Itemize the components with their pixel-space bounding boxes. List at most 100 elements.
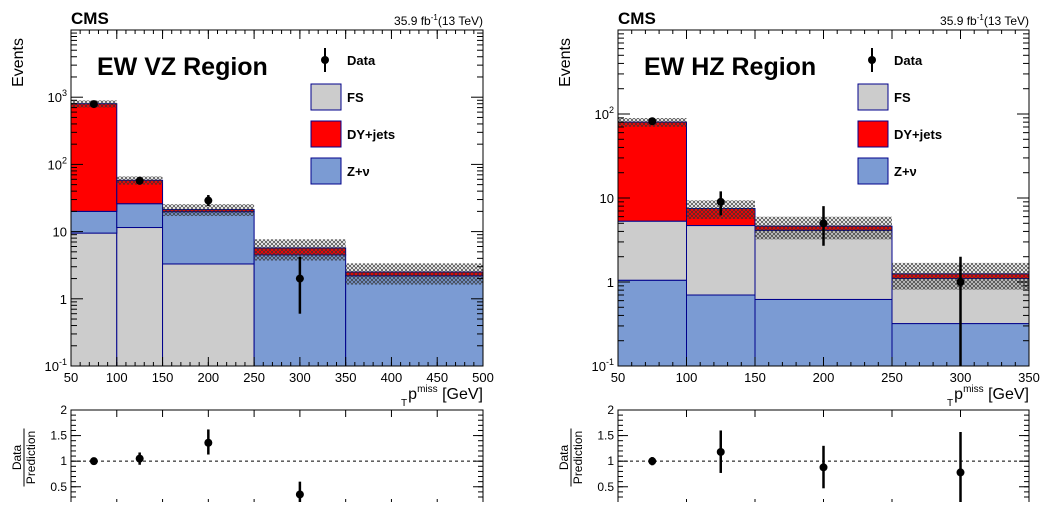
legend-label-fs: FS (894, 90, 911, 105)
data-point (89, 100, 98, 109)
y-tick-label: 1 (607, 275, 614, 290)
ratio-point (204, 438, 213, 447)
ratio-y-title: Data Prediction (557, 428, 585, 487)
x-tick-label: 250 (243, 370, 265, 385)
y-tick-label: 10 (53, 225, 67, 240)
bar-zv-bin-1 (70, 210, 118, 234)
data-point (716, 197, 725, 206)
bar-dyjets-bin-1 (70, 103, 118, 212)
data-point (956, 278, 965, 286)
x-tick-label: 300 (950, 370, 972, 385)
legend-swatch-dyjets (310, 120, 342, 148)
ratio-panel: 0.5 1 1.5 2 Data Prediction (557, 403, 1030, 507)
legend-data-marker (321, 56, 329, 64)
y-tick-label-exp: 3 (62, 88, 67, 98)
x-axis-title-sub: T (401, 398, 407, 409)
x-axis-title: pmiss [GeV] (408, 384, 483, 403)
x-tick-label: 350 (335, 370, 357, 385)
x-axis: 50 100 150 200 250 300 350 400 450 500 (64, 30, 494, 385)
x-tick-label: 200 (813, 370, 835, 385)
y-tick-label-exp: 2 (62, 155, 67, 165)
legend-swatch-fs (310, 83, 342, 111)
lumi-value: 35.9 fb (394, 14, 431, 28)
x-tick-label: 200 (197, 370, 219, 385)
legend: Data FS DY+jets Z+ν (857, 48, 942, 185)
ratio-y-tick-label: 0.5 (597, 480, 614, 494)
x-tick-label: 150 (152, 370, 174, 385)
data-point (295, 274, 304, 283)
ratio-y-tick-label: 0.5 (50, 480, 67, 494)
legend-swatch-zv (857, 157, 889, 185)
legend-label-dyjets: DY+jets (894, 127, 942, 142)
x-tick-label: 350 (1018, 370, 1040, 385)
ratio-y-tick-label: 2 (60, 403, 67, 417)
data-point (648, 117, 657, 126)
y-tick-label-exp: -1 (59, 357, 67, 367)
y-tick-label-base: 10 (600, 191, 614, 206)
x-axis-title-main: p (408, 386, 417, 403)
x-tick-label: 300 (289, 370, 311, 385)
x-axis-title-sup: miss (963, 384, 984, 395)
x-tick-label: 150 (744, 370, 766, 385)
y-tick-label: 102 (595, 105, 614, 122)
legend-label-data: Data (894, 53, 923, 68)
data-point (135, 176, 144, 185)
ratio-y-tick-label: 1.5 (50, 429, 67, 443)
uncertainty-band-bin-4 (254, 239, 346, 261)
ratio-y-tick-label: 1.5 (597, 429, 614, 443)
ratio-y-title-denominator: Prediction (571, 431, 585, 484)
legend: Data FS DY+jets Z+ν (310, 48, 395, 185)
bar-zv-bin-2 (116, 203, 164, 229)
bar-dyjets-bin-1 (617, 121, 687, 222)
bar-zv-bin-3 (754, 298, 893, 367)
x-axis-title: pmiss [GeV] (954, 384, 1029, 403)
ratio-y-tick-label: 2 (607, 403, 614, 417)
legend-swatch-fs (857, 83, 889, 111)
ratio-y-tick-label: 1 (607, 454, 614, 468)
lumi-label: 35.9 fb-1(13 TeV) (940, 13, 1029, 28)
x-axis-title-unit: [GeV] (984, 386, 1029, 403)
y-tick-label-exp: 2 (609, 105, 614, 115)
bar-zv-bin-2 (686, 294, 756, 367)
bar-zv-bin-3 (162, 211, 255, 265)
y-tick-label: 102 (48, 155, 67, 172)
y-axis-title: Events (557, 38, 574, 87)
ratio-y-title-numerator: Data (557, 445, 571, 471)
y-tick-label-base: 10 (48, 157, 62, 172)
x-tick-label: 100 (106, 370, 128, 385)
legend-label-fs: FS (347, 90, 364, 105)
bar-zv-bin-1 (617, 279, 687, 367)
bar-fs-bin-2 (686, 225, 756, 296)
legend-label-zv: Z+ν (894, 164, 917, 179)
experiment-label: CMS (71, 9, 109, 28)
ratio-point (716, 447, 725, 456)
y-tick-label: 103 (48, 88, 67, 105)
y-tick-label-base: 1 (607, 275, 614, 290)
ratio-point (295, 490, 304, 499)
y-axis-title: Events (10, 38, 27, 87)
ratio-y-title-denominator: Prediction (24, 431, 38, 484)
y-tick-label-base: 10 (592, 359, 606, 374)
ratio-panel: 0.5 1 1.5 2 Data Prediction (10, 403, 484, 507)
data-points (89, 100, 304, 314)
region-title: EW VZ Region (97, 53, 268, 81)
ratio-y-tick-label: 1 (60, 454, 67, 468)
x-axis-title-sup: miss (417, 384, 438, 395)
legend-label-data: Data (347, 53, 376, 68)
y-tick-label-base: 10 (48, 90, 62, 105)
x-tick-label: 450 (426, 370, 448, 385)
x-tick-label: 50 (611, 370, 625, 385)
uncertainty-band-bin-3 (162, 204, 255, 217)
ratio-y-title-numerator: Data (10, 445, 24, 471)
ratio-point (135, 454, 144, 463)
x-tick-label: 100 (676, 370, 698, 385)
x-tick-label: 50 (64, 370, 78, 385)
lumi-exp: -1 (977, 13, 985, 22)
y-tick-label-exp: -1 (606, 357, 614, 367)
y-tick-label: 10-1 (592, 357, 614, 374)
energy-label: (13 TeV) (984, 14, 1029, 28)
ratio-frame (70, 409, 484, 507)
ratio-point (956, 468, 965, 477)
